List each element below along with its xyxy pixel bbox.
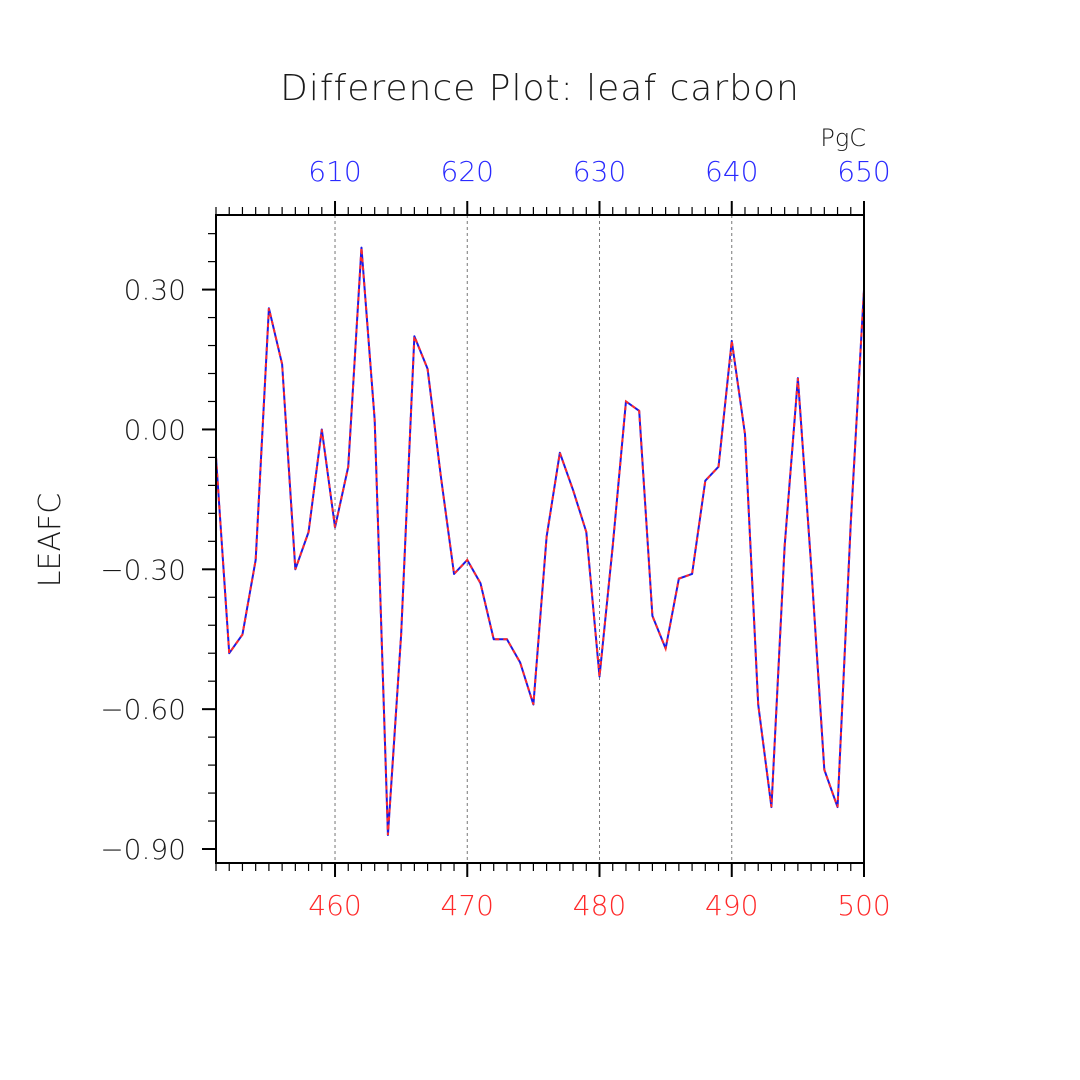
y-tick-label: 0.30 [124,274,186,307]
x-tick-label-top: 620 [441,155,494,188]
x-tick-label-top: 630 [573,155,626,188]
grid-lines [334,215,733,863]
series-layer [215,246,865,837]
axis-ticks [202,201,865,877]
y-tick-label: 0.00 [124,413,186,446]
y-axis-label: LEAFC [33,493,68,587]
x-tick-label-bottom: 470 [441,889,494,922]
x-tick-label-top: 610 [308,155,361,188]
x-tick-label-bottom: 490 [705,889,758,922]
x-tick-label-bottom: 460 [308,889,361,922]
x-tick-label-bottom: 500 [837,889,890,922]
x-tick-label-bottom: 480 [573,889,626,922]
tick-labels: 0.30 0.00 −0.30 −0.60 −0.90 460 470 480 490 500 61… [100,155,891,922]
plot-frame [215,214,865,864]
series-line-dashed [215,247,865,836]
y-tick-label: −0.30 [100,553,186,586]
series-line [215,246,865,837]
x-tick-label-top: 640 [705,155,758,188]
chart-title: Difference Plot: leaf carbon [280,68,800,109]
top-axis-units: PgC [820,124,866,152]
y-tick-label: −0.90 [100,833,186,866]
y-tick-label: −0.60 [100,693,186,726]
x-tick-label-top: 650 [837,155,890,188]
